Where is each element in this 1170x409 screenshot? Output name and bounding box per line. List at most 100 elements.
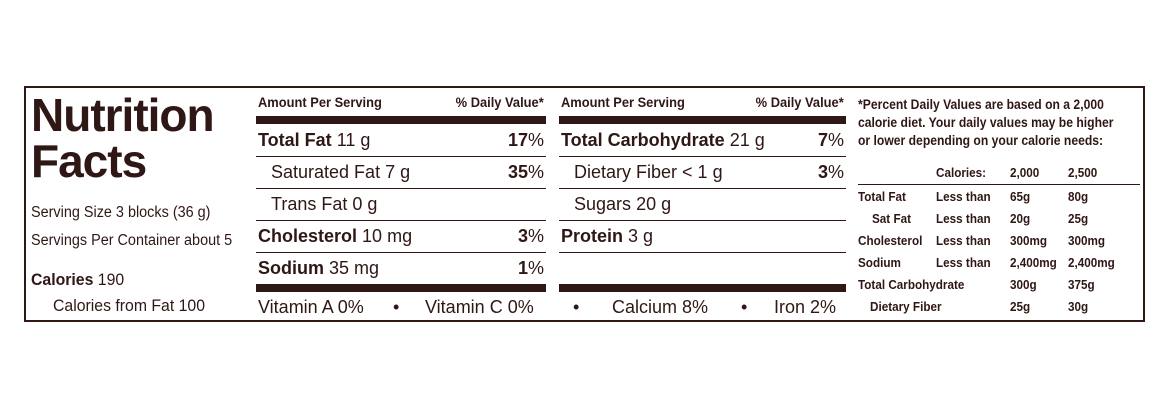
title-line-2: Facts: [31, 135, 147, 187]
daily-value-cell: 2,400mg: [1068, 255, 1115, 270]
daily-value-table-row: Total Carbohydrate 300g 375g: [858, 274, 1140, 296]
nutrient-amount: 35 mg: [329, 258, 380, 278]
bullet: •: [741, 297, 748, 317]
daily-value-cell: Less than: [936, 211, 991, 226]
daily-value-cell: Less than: [936, 189, 991, 204]
nutrients-left-column: Amount Per Serving % Daily Value* Total …: [256, 88, 546, 320]
nutrient-row: Total Fat 11 g 17%: [256, 124, 546, 157]
nutrition-facts-title: Nutrition Facts: [31, 89, 215, 187]
daily-value-number: 35: [507, 162, 528, 182]
daily-value-number: 1: [517, 258, 528, 278]
nutrient-name: Trans Fat: [271, 194, 348, 214]
nutrient-amount: < 1 g: [682, 162, 723, 182]
daily-value-number: 17: [507, 130, 528, 150]
footnote-line: *Percent Daily Values are based on a 2,0…: [858, 97, 1104, 112]
daily-value-cell: Cholesterol: [858, 233, 923, 248]
footnote-line: calorie diet. Your daily values may be h…: [858, 115, 1114, 130]
daily-value-cell: Less than: [936, 255, 991, 270]
footnote-line: or lower depending on your calorie needs…: [858, 133, 1104, 148]
daily-value-cell: Dietary Fiber: [870, 299, 942, 314]
nutrient-name: Sugars: [574, 194, 632, 214]
daily-value-table-header: Calories: 2,000 2,500: [858, 162, 1140, 184]
daily-value-footnote: *Percent Daily Values are based on a 2,0…: [858, 96, 1140, 150]
daily-value-number: 7: [817, 130, 828, 150]
nutrient-label: Total Fat 11 g: [258, 124, 370, 156]
nutrient-amount: 21 g: [729, 130, 765, 150]
nutrient-name: Sodium: [258, 258, 324, 278]
calories-value: 190: [97, 270, 125, 289]
nutrient-row: Dietary Fiber < 1 g 3%: [559, 156, 846, 189]
nutrient-amount: 10 mg: [362, 226, 413, 246]
nutrient-daily-value: 3%: [817, 162, 844, 182]
daily-value-cell: 25g: [1010, 299, 1031, 314]
nutrient-label: Sodium 35 mg: [258, 252, 379, 284]
daily-value-cell: 25g: [1068, 211, 1089, 226]
nutrient-row: Protein 3 g: [559, 220, 846, 253]
nutrient-row: Total Carbohydrate 21 g 7%: [559, 124, 846, 157]
iron: Iron 2%: [774, 297, 837, 317]
nutrient-label: Cholesterol 10 mg: [258, 220, 412, 252]
daily-value-table-row: Cholesterol Less than 300mg 300mg: [858, 230, 1140, 252]
nutrient-row: Sugars 20 g: [559, 188, 846, 221]
nutrient-label: Total Carbohydrate 21 g: [561, 124, 765, 156]
column-header: Amount Per Serving % Daily Value*: [256, 88, 546, 124]
title-column: Nutrition Facts Serving Size 3 blocks (3…: [26, 88, 254, 320]
daily-value-table-row: Total Fat Less than 65g 80g: [858, 186, 1140, 208]
nutrient-label: Sugars 20 g: [574, 188, 671, 220]
daily-value-number: 3: [517, 226, 528, 246]
daily-value-table-row: Dietary Fiber 25g 30g: [858, 296, 1140, 318]
nutrient-label: Saturated Fat 7 g: [271, 156, 410, 188]
calcium: Calcium 8%: [612, 297, 709, 317]
daily-value-cell: 300g: [1010, 277, 1037, 292]
daily-value-cell: 2,500: [1068, 165, 1098, 180]
daily-value-cell: 65g: [1010, 189, 1031, 204]
nutrient-amount: 0 g: [352, 194, 378, 214]
nutrient-daily-value: 7%: [817, 130, 844, 150]
bullet: •: [573, 297, 580, 317]
daily-value-header: % Daily Value*: [755, 94, 844, 110]
nutrient-row: Saturated Fat 7 g 35%: [256, 156, 546, 189]
nutrient-amount: 20 g: [636, 194, 672, 214]
nutrient-name: Saturated Fat: [271, 162, 381, 182]
nutrient-name: Total Fat: [258, 130, 332, 150]
nutrient-name: Total Carbohydrate: [561, 130, 725, 150]
daily-value-table-row: Sat Fat Less than 20g 25g: [858, 208, 1140, 230]
nutrient-daily-value: 17%: [507, 130, 544, 150]
amount-per-serving-header: Amount Per Serving: [561, 94, 685, 110]
daily-value-cell: Less than: [936, 233, 991, 248]
divider-bar: [256, 284, 546, 292]
daily-value-table-divider: [858, 184, 1140, 185]
daily-value-table-row: Sodium Less than 2,400mg 2,400mg: [858, 252, 1140, 274]
nutrient-row: Sodium 35 mg 1%: [256, 252, 546, 285]
daily-value-cell: 300mg: [1010, 233, 1048, 248]
serving-size: Serving Size 3 blocks (36 g): [31, 204, 211, 221]
nutrient-name: Dietary Fiber: [574, 162, 678, 182]
nutrients-right-column: Amount Per Serving % Daily Value* Total …: [559, 88, 846, 320]
daily-value-cell: 2,000: [1010, 165, 1040, 180]
daily-value-cell: 300mg: [1068, 233, 1106, 248]
servings-per-container: Servings Per Container about 5: [31, 232, 233, 249]
daily-value-cell: 20g: [1010, 211, 1031, 226]
nutrient-label: Protein 3 g: [561, 220, 653, 252]
calories-label: Calories: [31, 270, 94, 289]
column-header: Amount Per Serving % Daily Value*: [559, 88, 846, 124]
nutrient-amount: 7 g: [385, 162, 411, 182]
nutrient-row: Trans Fat 0 g: [256, 188, 546, 221]
daily-value-header: % Daily Value*: [455, 94, 544, 110]
empty-row: [559, 252, 846, 285]
nutrient-label: Trans Fat 0 g: [271, 188, 377, 220]
title-line-1: Nutrition: [31, 89, 215, 141]
nutrient-daily-value: 1%: [517, 258, 544, 278]
nutrient-daily-value: 3%: [517, 226, 544, 246]
nutrient-row: Cholesterol 10 mg 3%: [256, 220, 546, 253]
daily-value-cell: Sodium: [858, 255, 901, 270]
nutrient-name: Protein: [561, 226, 624, 246]
calories: Calories 190: [31, 270, 124, 290]
vitamins-row-right: • Calcium 8% • Iron 2%: [559, 292, 846, 322]
daily-value-cell: 375g: [1068, 277, 1095, 292]
nutrient-daily-value: 35%: [507, 162, 544, 182]
nutrient-label: Dietary Fiber < 1 g: [574, 156, 723, 188]
nutrient-name: Cholesterol: [258, 226, 358, 246]
nutrient-amount: 11 g: [336, 130, 371, 150]
vitamin-c: Vitamin C 0%: [425, 297, 534, 317]
